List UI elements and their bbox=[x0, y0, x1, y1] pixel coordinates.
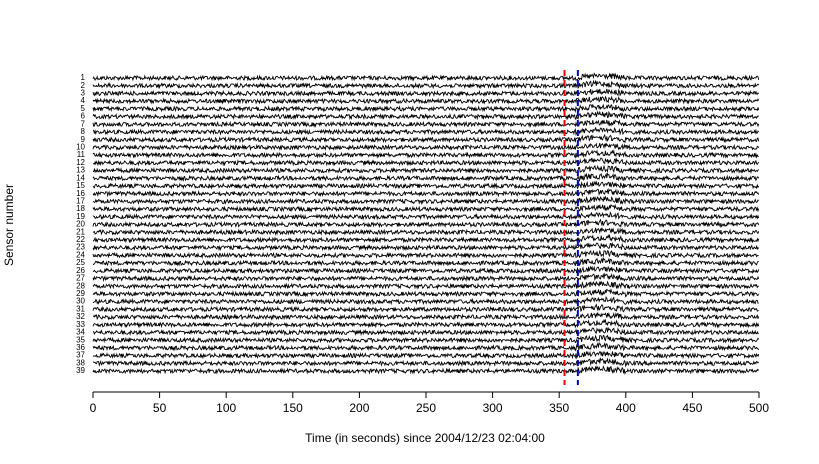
sensor-label: 5 bbox=[81, 104, 86, 113]
trace bbox=[92, 164, 760, 175]
x-tick-label: 350 bbox=[549, 401, 569, 415]
trace bbox=[92, 334, 760, 344]
trace bbox=[92, 249, 759, 260]
trace bbox=[92, 365, 760, 376]
trace bbox=[92, 133, 760, 144]
sensor-label: 19 bbox=[76, 212, 85, 221]
y-axis-label: Sensor number bbox=[2, 184, 16, 266]
x-tick-label: 450 bbox=[682, 401, 702, 415]
x-tick-label: 200 bbox=[349, 401, 369, 415]
trace bbox=[92, 350, 760, 360]
sensor-label: 14 bbox=[76, 173, 85, 182]
trace bbox=[92, 280, 759, 290]
sensor-label: 10 bbox=[76, 143, 85, 152]
x-tick-label: 150 bbox=[283, 401, 303, 415]
sensor-label: 30 bbox=[76, 297, 85, 306]
trace bbox=[92, 211, 760, 221]
trace bbox=[92, 272, 760, 283]
trace bbox=[92, 157, 760, 167]
sensor-label: 22 bbox=[76, 235, 85, 244]
x-tick-label: 300 bbox=[483, 401, 503, 415]
trace bbox=[92, 218, 760, 229]
trace bbox=[93, 326, 759, 337]
x-tick-label: 500 bbox=[749, 401, 769, 415]
sensor-label: 18 bbox=[76, 204, 85, 213]
sensor-label: 23 bbox=[76, 243, 85, 252]
trace bbox=[92, 187, 760, 198]
sensor-label: 29 bbox=[76, 289, 85, 298]
sensor-label: 38 bbox=[76, 358, 85, 367]
x-axis-label: Time (in seconds) since 2004/12/23 02:04… bbox=[305, 431, 545, 445]
trace bbox=[92, 357, 759, 368]
sensor-label: 15 bbox=[76, 181, 85, 190]
x-tick-label: 400 bbox=[616, 401, 636, 415]
sensor-label: 6 bbox=[81, 112, 86, 121]
trace bbox=[92, 303, 759, 313]
trace bbox=[92, 233, 760, 244]
trace bbox=[92, 110, 759, 121]
trace bbox=[92, 95, 760, 105]
sensor-label: 32 bbox=[76, 312, 85, 321]
sensor-label: 33 bbox=[76, 320, 85, 329]
sensor-label: 31 bbox=[76, 304, 85, 313]
sensor-label: 1 bbox=[81, 73, 86, 82]
x-tick-label: 50 bbox=[153, 401, 167, 415]
x-tick-label: 0 bbox=[90, 401, 97, 415]
trace bbox=[92, 79, 760, 90]
sensor-label: 39 bbox=[76, 366, 85, 375]
trace bbox=[92, 126, 760, 137]
trace bbox=[92, 72, 760, 82]
trace bbox=[92, 311, 760, 321]
sensor-label: 13 bbox=[76, 166, 85, 175]
sensor-label: 26 bbox=[76, 266, 85, 275]
sensor-label: 17 bbox=[76, 196, 85, 205]
sensor-label: 35 bbox=[76, 335, 85, 344]
trace bbox=[92, 149, 759, 159]
trace bbox=[92, 341, 760, 352]
trace bbox=[92, 119, 760, 128]
sensor-label: 27 bbox=[76, 274, 85, 283]
sensor-label: 21 bbox=[76, 227, 85, 236]
sensor-label: 34 bbox=[76, 328, 85, 337]
sensor-label: 37 bbox=[76, 351, 85, 360]
sensor-label: 2 bbox=[81, 81, 86, 90]
trace bbox=[92, 172, 760, 183]
x-tick-label: 250 bbox=[416, 401, 436, 415]
trace bbox=[92, 103, 760, 114]
trace bbox=[92, 180, 760, 190]
trace bbox=[92, 318, 760, 329]
trace bbox=[92, 142, 760, 152]
sensor-label: 20 bbox=[76, 220, 85, 229]
trace bbox=[92, 287, 760, 298]
trace bbox=[92, 227, 760, 236]
trace bbox=[92, 241, 760, 252]
trace bbox=[92, 257, 759, 267]
sensor-label: 36 bbox=[76, 343, 85, 352]
sensor-label: 25 bbox=[76, 258, 85, 267]
trace bbox=[92, 203, 760, 213]
sensor-label: 11 bbox=[77, 150, 86, 159]
trace bbox=[92, 265, 760, 275]
trace bbox=[92, 195, 760, 206]
sensor-label: 12 bbox=[76, 158, 85, 167]
sensor-label: 8 bbox=[81, 127, 86, 136]
trace bbox=[92, 295, 759, 306]
x-tick-label: 100 bbox=[216, 401, 236, 415]
trace bbox=[92, 88, 760, 98]
sensor-label: 16 bbox=[76, 189, 85, 198]
sensor-label: 24 bbox=[76, 250, 85, 259]
sensor-label: 3 bbox=[81, 89, 86, 98]
sensor-label: 28 bbox=[76, 281, 85, 290]
sensor-label: 7 bbox=[81, 119, 86, 128]
sensor-label: 9 bbox=[81, 135, 86, 144]
sensor-label: 4 bbox=[81, 96, 86, 105]
